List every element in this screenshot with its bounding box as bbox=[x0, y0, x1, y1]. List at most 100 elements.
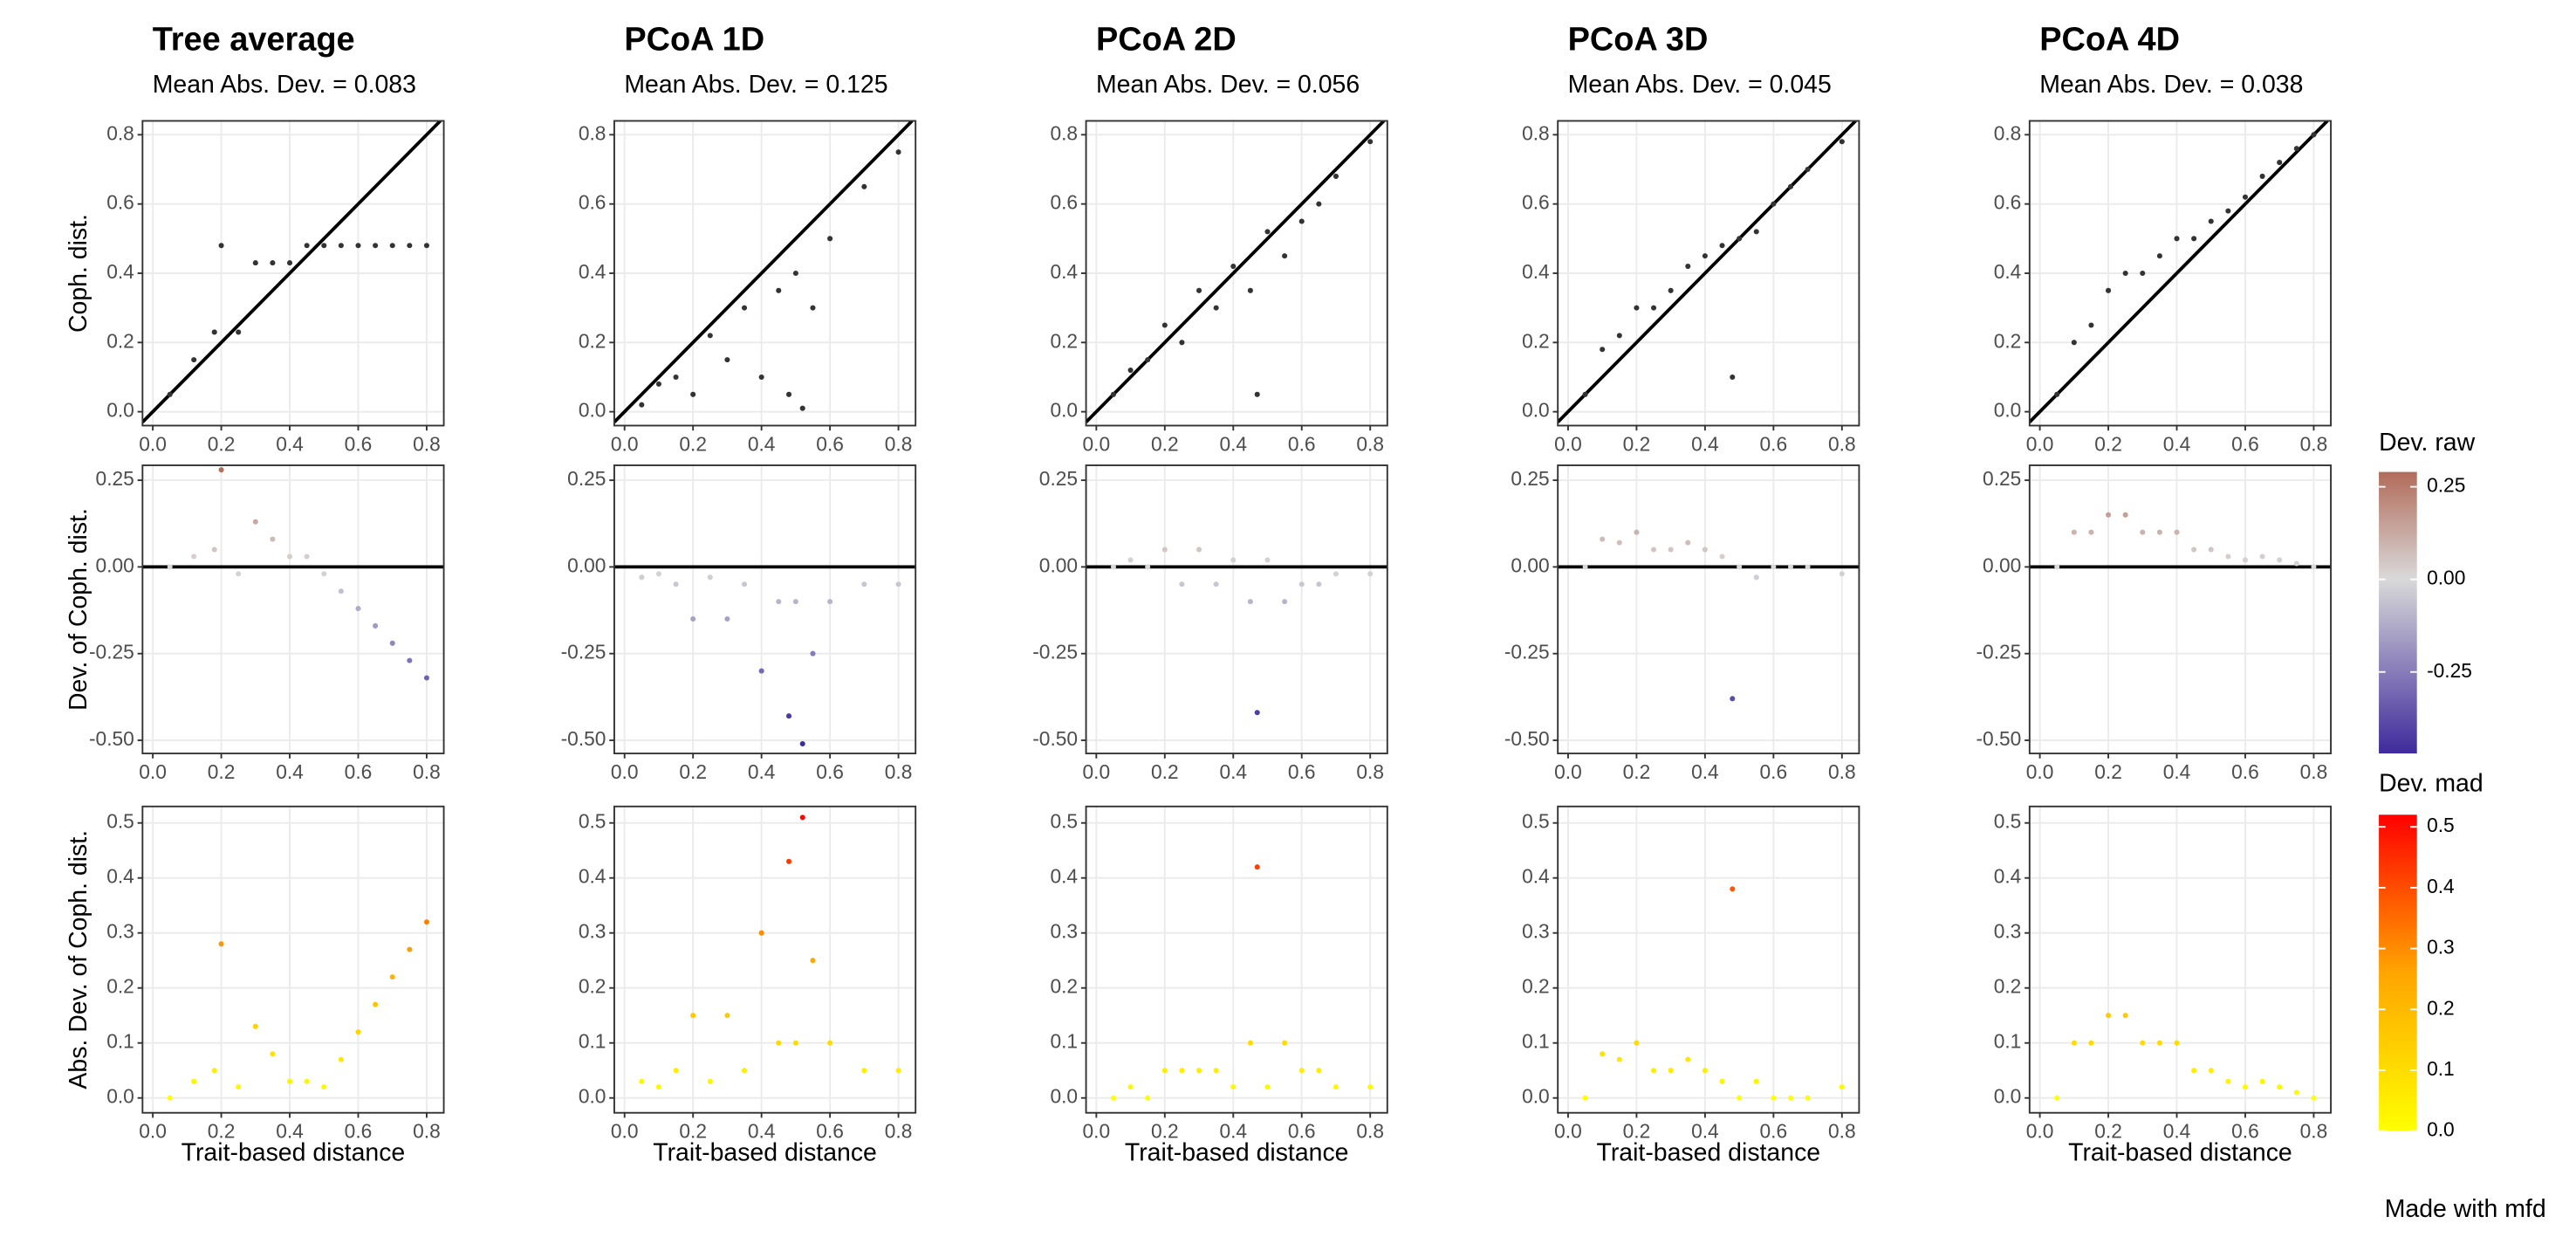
point bbox=[1110, 1095, 1116, 1101]
point bbox=[2242, 557, 2249, 563]
y-tick-label: 0.4 bbox=[106, 865, 134, 888]
point bbox=[1110, 564, 1116, 570]
point bbox=[236, 1084, 242, 1090]
y-tick-label: 0.1 bbox=[1050, 1030, 1078, 1053]
point bbox=[2191, 1068, 2197, 1074]
point bbox=[1196, 1068, 1202, 1074]
y-tick-label: 0.4 bbox=[1050, 260, 1078, 283]
y-tick-label: 0.2 bbox=[1994, 975, 2022, 998]
y-tick-label: -0.50 bbox=[1976, 727, 2021, 750]
point bbox=[2140, 529, 2146, 535]
reference-line bbox=[2029, 120, 2329, 423]
y-tick-label: 0.00 bbox=[1511, 553, 1549, 576]
y-tick-label: -0.25 bbox=[1504, 641, 1550, 663]
x-tick-label: 0.8 bbox=[885, 432, 913, 455]
point bbox=[218, 941, 224, 947]
point bbox=[1367, 139, 1374, 145]
point bbox=[1298, 1068, 1305, 1074]
x-tick-label: 0.8 bbox=[413, 1120, 441, 1143]
point bbox=[1753, 574, 1759, 581]
x-tick-label: 0.0 bbox=[1554, 1120, 1582, 1143]
point bbox=[792, 270, 798, 277]
colorbar-label: 0.5 bbox=[2427, 814, 2455, 836]
point bbox=[741, 1068, 748, 1074]
point bbox=[2088, 529, 2094, 535]
point bbox=[373, 622, 379, 629]
point bbox=[1230, 1084, 1237, 1090]
point bbox=[776, 287, 782, 293]
x-tick-label: 0.8 bbox=[885, 1120, 913, 1143]
x-axis-title: Trait-based distance bbox=[1125, 1139, 1349, 1167]
point bbox=[2106, 512, 2112, 518]
x-tick-label: 0.4 bbox=[1691, 1120, 1719, 1143]
y-tick-label: 0.0 bbox=[579, 399, 606, 422]
x-tick-label: 0.4 bbox=[748, 760, 776, 783]
panel-background bbox=[2029, 465, 2332, 754]
reference-line bbox=[613, 120, 914, 423]
y-tick-label: 0.4 bbox=[106, 260, 134, 283]
panel: 0.0 0.2 0.4 0.6 0.8 0.25 0.00 -0.25 -0.50 bbox=[89, 464, 445, 783]
point bbox=[673, 581, 679, 588]
y-tick-label: 0.5 bbox=[1522, 810, 1550, 833]
y-tick-label: 0.0 bbox=[1994, 399, 2022, 422]
point bbox=[2156, 1040, 2162, 1046]
column-title: PCoA 3D bbox=[1568, 21, 1709, 58]
point bbox=[2259, 173, 2265, 179]
x-tick-label: 0.6 bbox=[1288, 432, 1316, 455]
colorbar-label: 0.00 bbox=[2427, 567, 2465, 589]
column-subtitle: Mean Abs. Dev. = 0.083 bbox=[153, 71, 416, 99]
y-tick-label: 0.0 bbox=[106, 399, 134, 422]
x-tick-label: 0.2 bbox=[1623, 760, 1651, 783]
x-tick-label: 0.4 bbox=[276, 760, 304, 783]
points bbox=[1558, 529, 1860, 702]
y-tick-label: 0.3 bbox=[1522, 920, 1550, 943]
point bbox=[655, 1084, 661, 1090]
point bbox=[639, 574, 645, 581]
point bbox=[2071, 529, 2077, 535]
point bbox=[1771, 564, 1777, 570]
point bbox=[270, 1051, 276, 1057]
point bbox=[758, 374, 764, 381]
point bbox=[2140, 270, 2146, 277]
x-tick-label: 0.2 bbox=[2094, 1120, 2122, 1143]
panel-background bbox=[142, 465, 444, 754]
point bbox=[1651, 1068, 1657, 1074]
point bbox=[655, 571, 661, 577]
point bbox=[690, 615, 696, 622]
point bbox=[167, 564, 173, 570]
point bbox=[167, 391, 173, 397]
y-tick-label: 0.0 bbox=[1994, 1085, 2022, 1108]
x-tick-label: 0.8 bbox=[1828, 1120, 1856, 1143]
points bbox=[1086, 546, 1387, 716]
point bbox=[2071, 340, 2077, 346]
point bbox=[707, 1078, 713, 1084]
x-tick-label: 0.4 bbox=[1219, 760, 1247, 783]
point bbox=[321, 1084, 327, 1090]
y-axis-title: Dev. of Coph. dist. bbox=[65, 508, 92, 711]
point bbox=[1839, 571, 1845, 577]
point bbox=[1616, 539, 1622, 546]
panel-border bbox=[1557, 805, 1860, 1114]
panel-border bbox=[141, 805, 445, 1114]
point bbox=[2259, 553, 2265, 560]
y-tick-label: 0.6 bbox=[106, 191, 134, 214]
point bbox=[1737, 564, 1743, 570]
y-tick-label: 0.6 bbox=[1050, 191, 1078, 214]
point bbox=[321, 243, 327, 249]
x-tick-label: 0.8 bbox=[413, 760, 441, 783]
y-tick-label: 0.2 bbox=[1050, 329, 1078, 352]
point bbox=[1702, 546, 1708, 553]
x-tick-label: 0.6 bbox=[345, 760, 373, 783]
point bbox=[2088, 1040, 2094, 1046]
point bbox=[707, 574, 713, 581]
x-tick-label: 0.4 bbox=[2163, 432, 2191, 455]
panel: 0.0 0.2 0.4 0.6 0.8 0.0 0.1 0.2 0.3 0.4 0.5 bbox=[106, 805, 445, 1143]
column-title: Tree average bbox=[153, 21, 355, 58]
colorbar-label: 0.1 bbox=[2427, 1057, 2455, 1080]
point bbox=[895, 149, 901, 155]
point bbox=[2277, 160, 2283, 166]
x-tick-label: 0.2 bbox=[1151, 1120, 1179, 1143]
y-tick-label: 0.5 bbox=[106, 810, 134, 833]
y-tick-label: -0.25 bbox=[89, 641, 134, 663]
x-tick-label: 0.2 bbox=[1623, 1120, 1651, 1143]
